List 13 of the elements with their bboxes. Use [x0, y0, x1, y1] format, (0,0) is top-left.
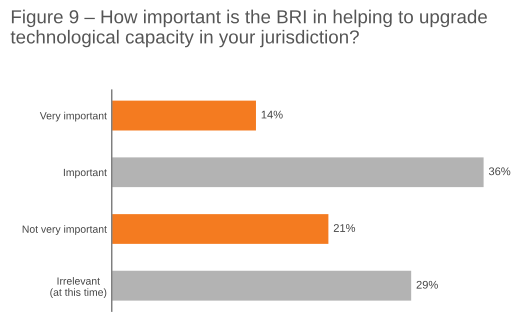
bar	[112, 99, 258, 132]
data-label: 14%	[262, 110, 283, 118]
data-label: 29%	[416, 280, 438, 289]
y-tick-label: Irrelevant (at this time)	[50, 277, 106, 298]
chart-title: Figure 9 – How important is the BRI in helping to upgrade technological capacity in your jurisdiction?	[10, 10, 487, 48]
bar	[112, 212, 330, 246]
y-tick-label: Important	[64, 168, 107, 178]
data-label: 21%	[334, 224, 356, 232]
y-tick-label: Very important	[40, 112, 107, 122]
y-tick-label: Not very important	[22, 225, 107, 235]
bar	[112, 269, 413, 302]
bar	[112, 156, 485, 189]
data-label: 36%	[488, 167, 510, 176]
